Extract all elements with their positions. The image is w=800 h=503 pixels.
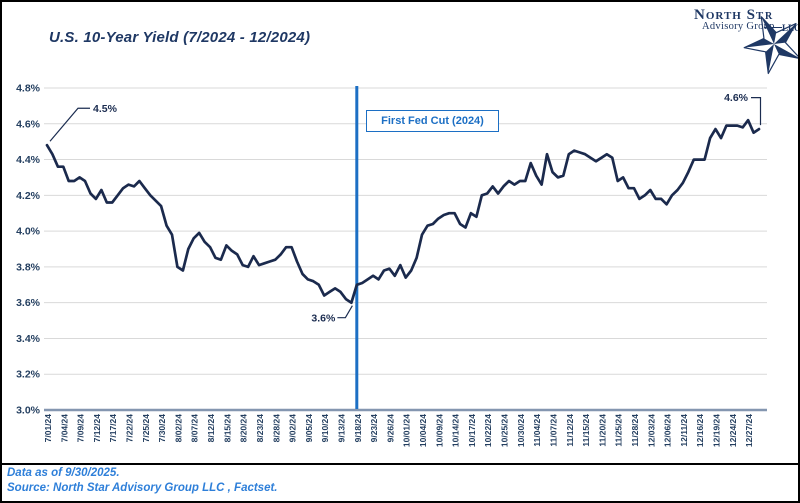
y-tick-label: 4.6% xyxy=(16,118,41,130)
logo-subtitle-text: Advisory Group xyxy=(702,21,775,32)
x-tick-label: 11/20/24 xyxy=(597,414,607,447)
x-tick-label: 11/04/24 xyxy=(532,414,542,447)
x-tick-label: 8/02/24 xyxy=(173,414,183,443)
x-tick-label: 9/10/24 xyxy=(320,414,330,443)
x-tick-label: 9/13/24 xyxy=(336,414,346,443)
x-tick-label: 12/27/24 xyxy=(744,414,754,447)
north-star-compass-star-icon xyxy=(743,16,798,75)
x-tick-label: 11/28/24 xyxy=(630,414,640,447)
x-tick-label: 8/20/24 xyxy=(239,414,249,443)
annotation-label: 3.6% xyxy=(311,313,336,325)
annotation-callout-line xyxy=(751,97,762,126)
x-tick-label: 11/12/24 xyxy=(565,414,575,447)
x-tick-label: 7/12/24 xyxy=(92,414,102,443)
yield-chart-plot: 3.0% 3.2% 3.4% 3.6% 3.8% 4.0% 4.2% 4.4% 4.6% 4.8%… xyxy=(16,83,767,447)
x-tick-label: 11/15/24 xyxy=(581,414,591,447)
x-tick-label: 9/05/24 xyxy=(304,414,314,443)
y-tick-label: 4.2% xyxy=(16,190,41,202)
y-tick-label: 3.6% xyxy=(16,297,41,309)
x-tick-label: 9/23/24 xyxy=(369,414,379,443)
y-tick-label: 3.0% xyxy=(16,405,41,417)
x-tick-label: 11/25/24 xyxy=(614,414,624,447)
x-tick-label: 7/01/24 xyxy=(43,414,53,443)
x-tick-label: 10/09/24 xyxy=(434,414,444,447)
x-tick-label: 8/12/24 xyxy=(206,414,216,443)
footer-data-as-of: Data as of 9/30/2025. xyxy=(7,467,120,479)
footer-source: Source: North Star Advisory Group LLC , … xyxy=(7,482,278,494)
y-tick-label: 3.8% xyxy=(16,261,41,273)
y-tick-label: 3.4% xyxy=(16,333,41,345)
x-tick-label: 11/07/24 xyxy=(548,414,558,447)
x-tick-label: 7/09/24 xyxy=(76,414,86,443)
x-tick-label: 7/30/24 xyxy=(157,414,167,443)
logo-name-r-text: r xyxy=(765,8,773,23)
x-tick-label: 10/01/24 xyxy=(402,414,412,447)
x-tick-label: 12/06/24 xyxy=(663,414,673,447)
annotation-callout-line xyxy=(337,305,353,319)
x-tick-label: 12/24/24 xyxy=(728,414,738,447)
x-tick-label: 9/02/24 xyxy=(288,414,298,443)
x-tick-label: 10/22/24 xyxy=(483,414,493,447)
y-tick-label: 3.2% xyxy=(16,369,41,381)
x-tick-label: 10/04/24 xyxy=(418,414,428,447)
x-tick-label: 8/15/24 xyxy=(222,414,232,443)
fed-cut-label-box: First Fed Cut (2024) xyxy=(366,110,499,132)
chart-title: U.S. 10-Year Yield (7/2024 - 12/2024) xyxy=(49,29,311,46)
x-tick-label: 9/18/24 xyxy=(353,414,363,443)
logo-divider-line xyxy=(764,27,782,28)
y-tick-label: 4.8% xyxy=(16,83,41,95)
x-tick-label: 8/28/24 xyxy=(271,414,281,443)
x-tick-label: 12/11/24 xyxy=(679,414,689,447)
x-tick-label: 8/23/24 xyxy=(255,414,265,443)
x-tick-label: 7/17/24 xyxy=(108,414,118,443)
x-tick-label: 12/03/24 xyxy=(646,414,656,447)
x-tick-label: 9/26/24 xyxy=(385,414,395,443)
x-tick-label: 8/07/24 xyxy=(190,414,200,443)
logo-llc-text: LLC xyxy=(782,23,800,33)
annotation-label: 4.5% xyxy=(93,103,118,115)
north-star-logo: North St r Advisory Group LLC xyxy=(652,2,800,80)
annotation-callout-line xyxy=(49,107,90,142)
x-tick-label: 10/30/24 xyxy=(516,414,526,447)
x-tick-label: 12/16/24 xyxy=(695,414,705,447)
footer: Data as of 9/30/2025. Source: North Star… xyxy=(2,463,798,501)
yield-line xyxy=(45,118,761,305)
annotation-label: 4.6% xyxy=(724,92,749,104)
x-tick-label: 10/14/24 xyxy=(451,414,461,447)
x-tick-label: 7/04/24 xyxy=(59,414,69,443)
y-tick-label: 4.0% xyxy=(16,226,41,238)
x-tick-label: 10/17/24 xyxy=(467,414,477,447)
x-tick-label: 10/25/24 xyxy=(500,414,510,447)
y-tick-label: 4.4% xyxy=(16,154,41,166)
logo-name-text: North St xyxy=(694,7,765,23)
x-tick-label: 7/25/24 xyxy=(141,414,151,443)
x-tick-label: 7/22/24 xyxy=(125,414,135,443)
x-tick-label: 12/19/24 xyxy=(712,414,722,447)
